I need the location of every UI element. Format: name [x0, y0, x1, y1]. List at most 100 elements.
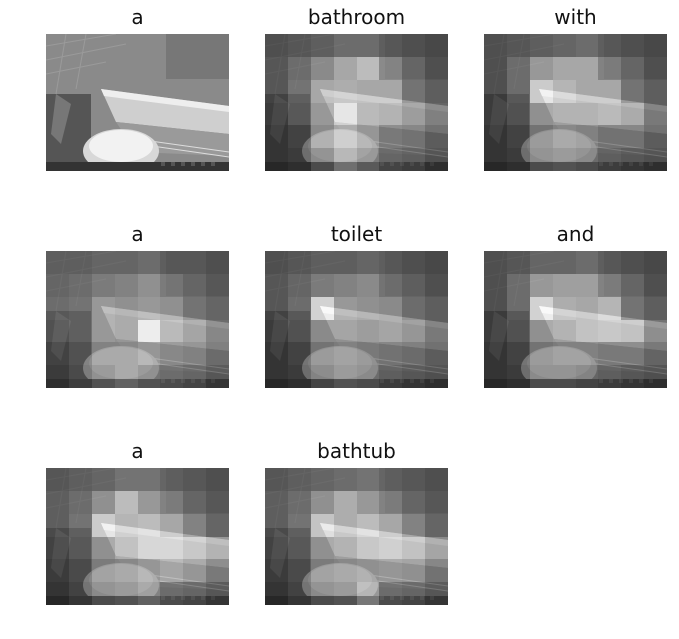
attention-cell: [425, 365, 448, 388]
attention-cell: [598, 34, 622, 57]
caption-word: a: [131, 5, 144, 29]
attention-cell: [484, 79, 507, 103]
attention-cell: [402, 582, 426, 605]
attention-cell: [265, 536, 288, 560]
attention-cell: [575, 251, 599, 274]
attention-map: [46, 251, 229, 388]
attention-cell: [333, 148, 357, 171]
attention-cell: [484, 34, 507, 57]
attention-cell: [333, 468, 357, 491]
attention-cell: [621, 102, 645, 126]
attention-cell: [356, 102, 380, 126]
attention-cell: [644, 102, 667, 126]
attention-cell: [356, 79, 380, 103]
attention-cell: [379, 56, 403, 80]
attention-cell: [425, 296, 448, 320]
attention-cell: [575, 56, 599, 80]
attention-cell: [287, 296, 311, 320]
attention-cell: [68, 296, 92, 320]
attention-cell: [425, 582, 448, 605]
attention-cell: [575, 365, 599, 388]
attention-cell: [183, 273, 207, 297]
attention-cell: [598, 148, 622, 171]
attention-cell: [425, 490, 448, 514]
attention-cell: [621, 148, 645, 171]
attention-cell: [598, 365, 622, 388]
attention-cell: [484, 251, 507, 274]
attention-cell: [287, 319, 311, 343]
attention-cell: [644, 319, 667, 343]
attention-cell: [425, 513, 448, 537]
attention-cell: [644, 273, 667, 297]
attention-cell: [333, 559, 357, 583]
attention-cell: [46, 490, 69, 514]
attention-cell: [598, 296, 622, 320]
attention-cell: [114, 559, 138, 583]
attention-cell: [484, 148, 507, 171]
attention-cell: [265, 468, 288, 491]
attention-cell: [310, 513, 334, 537]
attention-cell: [310, 319, 334, 343]
attention-cell: [333, 582, 357, 605]
attention-cell: [137, 468, 161, 491]
attention-cell: [160, 536, 184, 560]
attention-cell: [402, 148, 426, 171]
attention-cell: [552, 319, 576, 343]
attention-cell: [287, 559, 311, 583]
attention-map: [484, 34, 667, 171]
attention-cell: [46, 559, 69, 583]
attention-cell: [506, 148, 530, 171]
attention-cell: [529, 319, 553, 343]
attention-cell: [621, 365, 645, 388]
attention-cell: [310, 536, 334, 560]
attention-cell: [598, 273, 622, 297]
attention-cell: [333, 125, 357, 149]
attention-cell: [310, 273, 334, 297]
attention-cell: [206, 468, 229, 491]
attention-cell: [265, 342, 288, 366]
attention-cell: [265, 559, 288, 583]
attention-cell: [114, 468, 138, 491]
attention-cell: [621, 251, 645, 274]
attention-cell: [575, 125, 599, 149]
attention-cell: [644, 125, 667, 149]
attention-cell: [644, 34, 667, 57]
attention-cell: [506, 125, 530, 149]
attention-map: [265, 468, 448, 605]
attention-cell: [425, 468, 448, 491]
attention-cell: [575, 296, 599, 320]
attention-cell: [333, 490, 357, 514]
attention-cell: [506, 342, 530, 366]
attention-cell: [137, 365, 161, 388]
attention-cell: [206, 365, 229, 388]
attention-cell: [333, 319, 357, 343]
caption-word: with: [554, 5, 597, 29]
attention-cell: [484, 365, 507, 388]
attention-cell: [402, 79, 426, 103]
attention-cell: [160, 251, 184, 274]
attention-cell: [114, 582, 138, 605]
attention-cell: [598, 56, 622, 80]
attention-cell: [137, 319, 161, 343]
attention-cell: [287, 102, 311, 126]
attention-cell: [68, 251, 92, 274]
attention-cell: [310, 296, 334, 320]
attention-cell: [206, 582, 229, 605]
attention-cell: [644, 148, 667, 171]
attention-cell: [287, 34, 311, 57]
attention-cell: [333, 273, 357, 297]
caption-word: bathtub: [317, 439, 396, 463]
attention-cell: [425, 342, 448, 366]
attention-cell: [425, 251, 448, 274]
attention-cell: [265, 102, 288, 126]
attention-grid: [265, 34, 448, 171]
attention-cell: [379, 251, 403, 274]
caption-word: bathroom: [307, 5, 406, 29]
attention-cell: [402, 56, 426, 80]
attention-cell: [402, 125, 426, 149]
attention-cell: [310, 559, 334, 583]
attention-cell: [506, 251, 530, 274]
attention-cell: [552, 34, 576, 57]
attention-cell: [598, 342, 622, 366]
attention-cell: [46, 319, 69, 343]
